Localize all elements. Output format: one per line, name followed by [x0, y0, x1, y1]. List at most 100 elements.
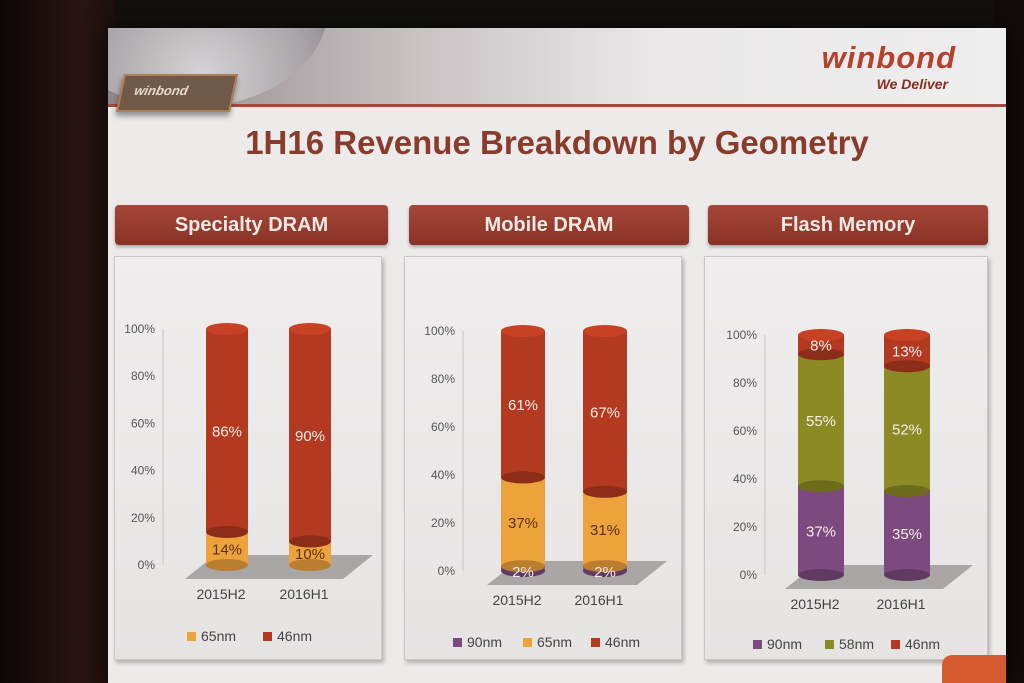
- y-tick-label: 100%: [124, 322, 155, 336]
- legend-swatch: [891, 640, 900, 649]
- bar-segment-edge: [884, 569, 930, 581]
- data-label: 35%: [892, 526, 922, 543]
- x-tick-label: 2016H1: [876, 596, 925, 612]
- data-label: 31%: [590, 522, 620, 539]
- data-label: 67%: [590, 404, 620, 421]
- panel-header-flash-memory: Flash Memory: [708, 205, 988, 245]
- legend-label: 65nm: [201, 628, 236, 644]
- chart-panel-mobile-dram: 0% 20% 40% 60% 80% 100% 2% 37% 61% 2015H2 2% 31% 67%…: [404, 256, 682, 660]
- legend-swatch: [753, 640, 762, 649]
- data-label: 10%: [295, 546, 325, 563]
- bar-segment-edge: [289, 559, 331, 571]
- bar-cap: [206, 323, 248, 335]
- bar-cap: [798, 329, 844, 341]
- x-tick-label: 2015H2: [196, 586, 245, 602]
- bar-segment-edge: [206, 525, 248, 538]
- panel-header-mobile-dram: Mobile DRAM: [409, 205, 689, 245]
- y-tick-label: 100%: [726, 328, 757, 342]
- bar-cap: [501, 325, 545, 337]
- y-tick-label: 60%: [733, 424, 757, 438]
- legend-swatch: [591, 638, 600, 647]
- bar-segment: [501, 477, 545, 567]
- bar-segment: [501, 331, 545, 478]
- bar-segment: [289, 541, 331, 565]
- bar-segment: [289, 329, 331, 542]
- y-tick-label: 40%: [131, 464, 155, 478]
- legend-swatch: [825, 640, 834, 649]
- brand-tagline: We Deliver: [876, 76, 948, 92]
- chart-flash-memory: 0% 20% 40% 60% 80% 100% 37% 55% 8% 2015H2 35% 52% 13…: [726, 328, 973, 652]
- room-background-left: [0, 0, 115, 683]
- bar-segment-edge: [884, 485, 930, 497]
- y-tick-label: 40%: [431, 468, 455, 482]
- presentation-slide: winbond winbond We Deliver 1H16 Revenue …: [108, 28, 1006, 683]
- chart-specialty-dram: 0% 20% 40% 60% 80% 100% 14% 86% 2015H2 10% 90% 2016…: [124, 322, 373, 644]
- memory-chip-graphic: winbond: [115, 74, 239, 112]
- slide-banner: winbond winbond We Deliver: [108, 28, 1006, 112]
- y-tick-label: 80%: [131, 369, 155, 383]
- data-label: 52%: [892, 422, 922, 439]
- bar-segment-edge: [583, 560, 627, 573]
- bar-segment: [206, 329, 248, 532]
- x-tick-label: 2015H2: [790, 596, 839, 612]
- chip-logo-text: winbond: [132, 83, 190, 98]
- bar-segment-edge: [884, 360, 930, 373]
- bar-segment: [884, 366, 930, 491]
- data-label: 13%: [892, 344, 922, 361]
- legend-swatch: [263, 632, 272, 641]
- bar-cap: [884, 329, 930, 341]
- bar-segment: [884, 491, 930, 575]
- y-tick-label: 20%: [733, 520, 757, 534]
- legend-label: 58nm: [839, 636, 874, 652]
- y-tick-label: 60%: [431, 420, 455, 434]
- bar-segment: [583, 491, 627, 567]
- data-label: 2%: [512, 564, 534, 581]
- y-tick-label: 80%: [733, 376, 757, 390]
- data-label: 8%: [810, 338, 832, 355]
- bar-segment-edge: [501, 471, 545, 484]
- legend-label: 90nm: [467, 634, 502, 650]
- slide-title: 1H16 Revenue Breakdown by Geometry: [245, 124, 869, 161]
- x-tick-label: 2015H2: [492, 592, 541, 608]
- bar-segment: [798, 354, 844, 487]
- y-tick-label: 0%: [438, 564, 456, 578]
- y-tick-label: 0%: [138, 558, 156, 572]
- legend-label: 46nm: [277, 628, 312, 644]
- data-label: 86%: [212, 423, 242, 440]
- legend-label: 90nm: [767, 636, 802, 652]
- legend-label: 46nm: [905, 636, 940, 652]
- bar-segment-edge: [798, 569, 844, 581]
- x-tick-label: 2016H1: [574, 592, 623, 608]
- legend-label: 46nm: [605, 634, 640, 650]
- chart-mobile-dram: 0% 20% 40% 60% 80% 100% 2% 37% 61% 2015H2 2% 31% 67%…: [424, 324, 667, 650]
- data-label: 37%: [508, 515, 538, 532]
- bar-segment-edge: [583, 485, 627, 498]
- screen-corner-graphic: [942, 655, 1006, 683]
- x-tick-label: 2016H1: [279, 586, 328, 602]
- brand-logo: winbond: [821, 40, 956, 75]
- legend-swatch: [187, 632, 196, 641]
- legend-swatch: [523, 638, 532, 647]
- legend-label: 65nm: [537, 634, 572, 650]
- y-tick-label: 40%: [733, 472, 757, 486]
- bar-segment: [798, 486, 844, 575]
- panel-header-specialty-dram: Specialty DRAM: [115, 205, 388, 245]
- y-tick-label: 20%: [431, 516, 455, 530]
- bar-segment-edge: [289, 535, 331, 548]
- y-tick-label: 80%: [431, 372, 455, 386]
- bar-segment-edge: [798, 480, 844, 493]
- data-label: 55%: [806, 413, 836, 430]
- y-tick-label: 60%: [131, 416, 155, 430]
- data-label: 14%: [212, 541, 242, 558]
- data-label: 90%: [295, 428, 325, 445]
- bar-segment: [583, 331, 627, 492]
- y-tick-label: 100%: [424, 324, 455, 338]
- data-label: 37%: [806, 524, 836, 541]
- bar-segment-edge: [798, 348, 844, 361]
- y-tick-label: 20%: [131, 511, 155, 525]
- chart-panel-specialty-dram: 0% 20% 40% 60% 80% 100% 14% 86% 2015H2 10% 90% 2016…: [114, 256, 382, 660]
- data-label: 61%: [508, 397, 538, 414]
- bar-cap: [289, 323, 331, 335]
- bar-cap: [583, 325, 627, 337]
- legend-swatch: [453, 638, 462, 647]
